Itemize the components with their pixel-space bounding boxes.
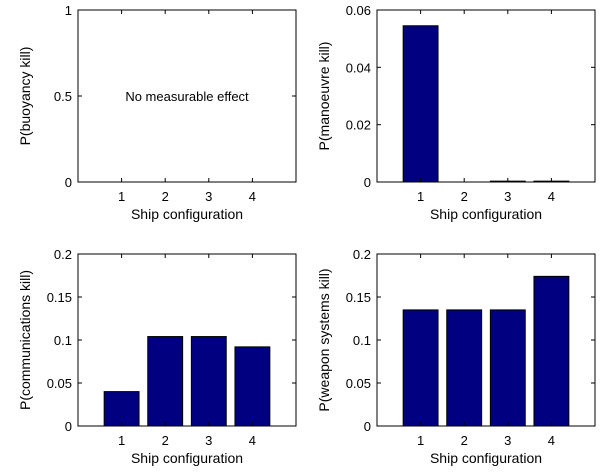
bar-3: [190, 336, 227, 427]
x-tick-label: 1: [118, 433, 125, 448]
x-tick-label: 1: [417, 433, 424, 448]
y-tick-label: 0.5: [54, 89, 72, 104]
bar-2: [147, 336, 184, 427]
x-axis-label: Ship configuration: [430, 206, 542, 222]
y-axis-label: P(manoeuvre kill): [316, 42, 332, 151]
y-tick-label: 0.1: [353, 333, 371, 348]
x-tick-label: 3: [205, 433, 212, 448]
y-tick-label: 0.05: [47, 376, 72, 391]
y-tick-label: 0.05: [346, 376, 371, 391]
x-tick-label: 1: [118, 189, 125, 204]
x-tick-label: 4: [249, 433, 256, 448]
bar-4: [533, 275, 570, 427]
chart-annotation: No measurable effect: [125, 89, 249, 104]
x-axis-label: Ship configuration: [430, 450, 542, 466]
axes-box: [376, 9, 596, 183]
x-tick-label: 3: [504, 433, 511, 448]
y-tick-label: 0: [65, 175, 72, 190]
chart-panel-2: 1 2 3 4 0 0.02 0.04 0.06 Ship configuration P(man…: [316, 3, 596, 222]
y-tick-label: 0: [364, 175, 371, 190]
x-tick-label: 4: [548, 189, 555, 204]
y-axis-label: P(communications kill): [17, 270, 33, 410]
x-tick-label: 3: [504, 189, 511, 204]
x-tick-label: 2: [162, 433, 169, 448]
x-tick-label: 4: [548, 433, 555, 448]
x-tick-label: 2: [461, 189, 468, 204]
y-tick-label: 0.1: [54, 333, 72, 348]
x-tick-label: 2: [162, 189, 169, 204]
x-axis-label: Ship configuration: [131, 450, 243, 466]
x-tick-label: 2: [461, 433, 468, 448]
x-tick-label: 3: [205, 189, 212, 204]
chart-panel-4: 1 2 3 4 0 0.05 0.1 0.15 0.2 Ship configuration P(w…: [316, 247, 596, 466]
y-tick-label: 0.06: [346, 3, 371, 18]
bar-2: [446, 309, 483, 427]
y-axis-label: P(buoyancy kill): [17, 47, 33, 146]
bar-1: [402, 25, 439, 183]
x-axis-label: Ship configuration: [131, 206, 243, 222]
y-tick-label: 0: [364, 419, 371, 434]
chart-panel-1: 1 2 3 4 0 0.5 1 Ship configuration P(buoyancy ki…: [17, 3, 297, 222]
y-axis-label: P(weapon systems kill): [316, 268, 332, 411]
bar-4: [234, 346, 271, 427]
x-tick-label: 4: [249, 189, 256, 204]
x-tick-label: 1: [417, 189, 424, 204]
bar-3: [489, 309, 526, 427]
y-tick-label: 1: [65, 3, 72, 18]
y-tick-label: 0.04: [346, 60, 371, 75]
y-tick-label: 0: [65, 419, 72, 434]
y-tick-label: 0.2: [353, 247, 371, 262]
y-tick-label: 0.2: [54, 247, 72, 262]
y-tick-label: 0.02: [346, 118, 371, 133]
y-tick-label: 0.15: [346, 290, 371, 305]
chart-panel-3: 1 2 3 4 0 0.05 0.1 0.15 0.2 Ship configuration P(c…: [17, 247, 297, 466]
bar-1: [103, 391, 140, 427]
bar-1: [402, 309, 439, 427]
y-tick-label: 0.15: [47, 290, 72, 305]
